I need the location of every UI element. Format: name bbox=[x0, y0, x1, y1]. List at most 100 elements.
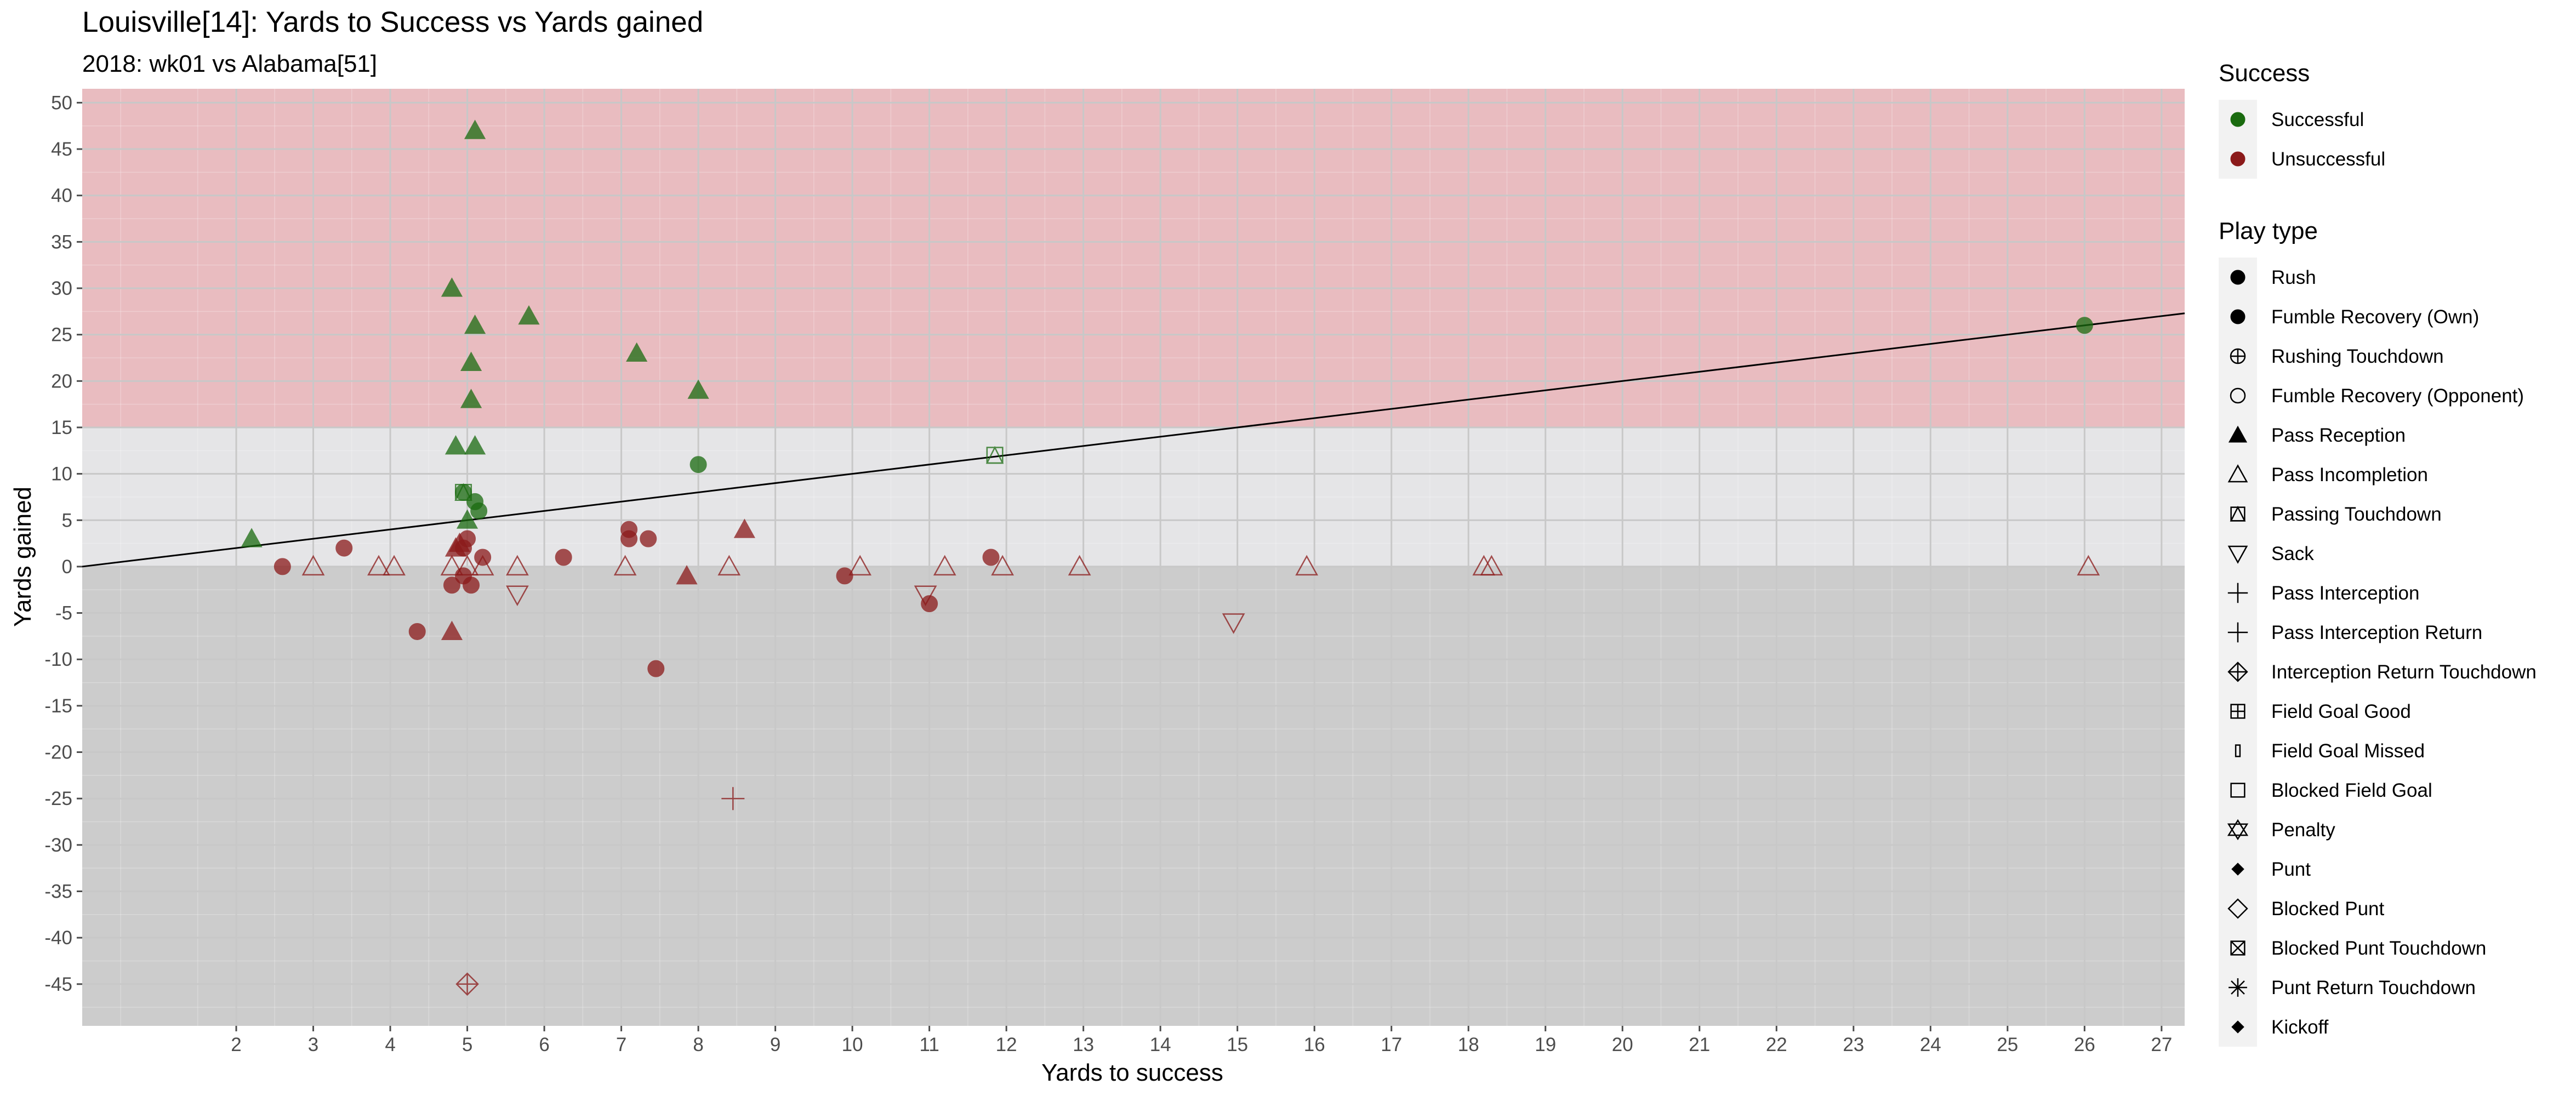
y-tick-label: -25 bbox=[44, 788, 72, 809]
legend-key bbox=[2227, 661, 2248, 682]
chart-subtitle: 2018: wk01 vs Alabama[51] bbox=[82, 50, 377, 77]
y-tick-label: 15 bbox=[51, 417, 72, 438]
data-point bbox=[733, 518, 756, 538]
x-tick-label: 7 bbox=[616, 1034, 626, 1055]
legend-key bbox=[2231, 863, 2244, 876]
x-tick-label: 18 bbox=[1458, 1034, 1479, 1055]
x-tick-label: 2 bbox=[231, 1034, 241, 1055]
y-tick-label: 25 bbox=[51, 324, 72, 346]
data-points bbox=[241, 119, 2100, 996]
data-point bbox=[985, 446, 1004, 464]
x-tick-label: 10 bbox=[842, 1034, 863, 1055]
legend-key-background bbox=[2219, 810, 2257, 849]
legend: Success Successful Unsuccessful Play type Ru… bbox=[2219, 60, 2537, 1047]
legend-key-background bbox=[2219, 731, 2257, 770]
legend-key bbox=[2227, 898, 2248, 919]
x-tick-label: 13 bbox=[1073, 1034, 1094, 1055]
data-point bbox=[335, 539, 353, 557]
y-axis-ticks: -45 -40 -35 -30 -25 -20 -15 -10 -5 0 5 10 15 20 25 30 35… bbox=[44, 92, 82, 995]
data-point bbox=[721, 787, 745, 810]
y-tick-label: 40 bbox=[51, 185, 72, 207]
legend-key bbox=[2227, 583, 2248, 603]
x-axis-ticks: 2 3 4 5 6 7 8 9 10 11 12 13 14 15 16 17 18 19 20 21 22 23 24 25… bbox=[231, 1026, 2172, 1055]
legend-label: Pass Incompletion bbox=[2271, 464, 2428, 486]
y-tick-label: 5 bbox=[62, 510, 72, 531]
data-point bbox=[443, 576, 460, 594]
data-point bbox=[241, 528, 263, 547]
y-tick-label: -40 bbox=[44, 927, 72, 949]
data-point bbox=[2077, 555, 2100, 576]
data-point bbox=[1295, 555, 1319, 576]
y-tick-label: -10 bbox=[44, 649, 72, 670]
legend-key-background bbox=[2219, 494, 2257, 534]
legend-key bbox=[2230, 348, 2246, 364]
x-tick-label: 14 bbox=[1150, 1034, 1171, 1055]
x-tick-label: 27 bbox=[2151, 1034, 2172, 1055]
legend-label: Blocked Field Goal bbox=[2271, 780, 2432, 801]
background-band-0 bbox=[82, 89, 2185, 427]
y-tick-label: -20 bbox=[44, 742, 72, 763]
legend-group: Play type Rush Fumble Recovery (Own) Rushin… bbox=[2219, 218, 2537, 1047]
data-point bbox=[440, 555, 464, 576]
data-point bbox=[464, 314, 486, 334]
data-point bbox=[717, 555, 741, 576]
legend-label: Rushing Touchdown bbox=[2271, 346, 2444, 367]
data-point bbox=[301, 555, 325, 576]
data-point bbox=[620, 530, 638, 547]
data-point bbox=[383, 555, 406, 576]
y-tick-label: 0 bbox=[62, 556, 72, 578]
data-point bbox=[506, 555, 529, 576]
y-tick-label: 20 bbox=[51, 370, 72, 392]
data-point bbox=[836, 567, 853, 585]
data-point bbox=[991, 555, 1015, 576]
data-point bbox=[460, 389, 482, 408]
legend-title: Play type bbox=[2219, 218, 2318, 244]
data-point bbox=[444, 435, 467, 455]
legend-label: Unsuccessful bbox=[2271, 149, 2385, 170]
x-tick-label: 22 bbox=[1766, 1034, 1787, 1055]
legend-label: Rush bbox=[2271, 267, 2316, 288]
x-tick-label: 24 bbox=[1920, 1034, 1941, 1055]
data-point bbox=[921, 595, 938, 613]
data-point bbox=[613, 555, 637, 576]
data-point bbox=[518, 305, 540, 325]
legend-label: Pass Interception bbox=[2271, 583, 2419, 604]
y-tick-label: -15 bbox=[44, 695, 72, 717]
data-point bbox=[2076, 317, 2093, 334]
legend-label: Fumble Recovery (Own) bbox=[2271, 306, 2479, 328]
legend-label: Fumble Recovery (Opponent) bbox=[2271, 385, 2524, 407]
legend-key bbox=[2230, 112, 2246, 127]
x-tick-label: 3 bbox=[308, 1034, 318, 1055]
legend-key bbox=[2230, 505, 2246, 522]
data-point bbox=[463, 576, 480, 594]
x-tick-label: 20 bbox=[1612, 1034, 1633, 1055]
legend-key-background bbox=[2219, 534, 2257, 573]
background-band-1 bbox=[82, 427, 2185, 567]
legend-key-background bbox=[2219, 770, 2257, 810]
legend-key bbox=[2230, 783, 2246, 798]
data-point bbox=[687, 379, 709, 399]
data-point bbox=[1068, 555, 1091, 576]
data-point bbox=[982, 549, 1000, 566]
y-tick-label: -45 bbox=[44, 974, 72, 995]
data-point bbox=[676, 565, 698, 585]
y-tick-label: 45 bbox=[51, 139, 72, 160]
data-point bbox=[1222, 613, 1245, 634]
legend-key bbox=[2230, 270, 2246, 285]
chart-title: Louisville[14]: Yards to Success vs Yard… bbox=[82, 6, 703, 38]
x-tick-label: 25 bbox=[1997, 1034, 2018, 1055]
x-axis-title: Yards to success bbox=[1041, 1059, 1223, 1086]
x-tick-label: 5 bbox=[462, 1034, 472, 1055]
plot-area bbox=[82, 89, 2185, 1026]
legend-key-background bbox=[2219, 455, 2257, 494]
legend-key-background bbox=[2219, 889, 2257, 928]
legend-key bbox=[2227, 819, 2249, 841]
x-tick-label: 15 bbox=[1227, 1034, 1248, 1055]
legend-label: Field Goal Good bbox=[2271, 701, 2411, 722]
legend-label: Blocked Punt Touchdown bbox=[2271, 938, 2486, 959]
data-point bbox=[464, 119, 486, 139]
y-axis-title: Yards gained bbox=[9, 487, 36, 627]
y-tick-label: -5 bbox=[55, 603, 72, 624]
legend-label: Punt bbox=[2271, 859, 2311, 880]
legend-label: Punt Return Touchdown bbox=[2271, 977, 2476, 998]
